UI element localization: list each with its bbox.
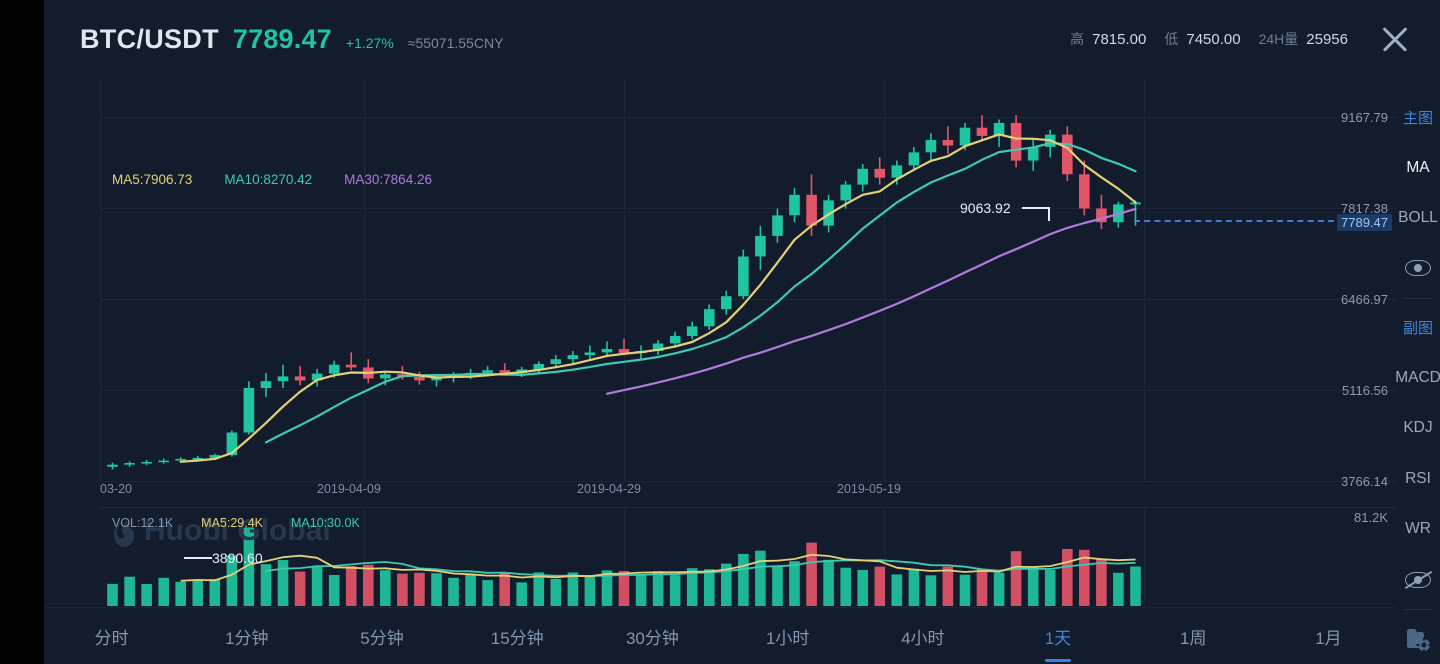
vol-ma5-legend: MA5:29.4K (201, 516, 263, 530)
gridline-price-5 (100, 481, 1396, 482)
gridline-vol-1 (364, 507, 365, 607)
date-axis: 03-20 2019-04-09 2019-04-29 2019-05-19 (44, 482, 1340, 506)
sidebar-item-kdj[interactable]: KDJ (1403, 419, 1433, 437)
period-high-tick (1048, 207, 1050, 221)
watermark-text: Huobi Global (144, 514, 331, 547)
cny-approx: ≈55071.55CNY (407, 34, 504, 51)
last-price: 7789.47 (232, 23, 332, 54)
period-high-label: 9063.92 (960, 200, 1011, 216)
date-tick-4: 2019-05-19 (837, 482, 901, 496)
header-stats: 高 7815.00 低 7450.00 24H量 25956 (1070, 20, 1440, 58)
vol-ma10-legend: MA10:30.0K (291, 516, 360, 530)
gridline-price-2 (100, 208, 1396, 209)
timeframe-tab-4[interactable]: 30分钟 (625, 628, 679, 648)
timeframe-bar: 分时 1分钟 5分钟 15分钟 30分钟 1小时 4小时 1天 1周 1月 (44, 608, 1396, 664)
huobi-watermark: Huobi Global (110, 514, 331, 548)
gridline-vol-3 (884, 507, 885, 607)
sidebar-divider-2 (1403, 608, 1433, 610)
gridline-vol-4 (1144, 507, 1145, 607)
timeframe-tab-9[interactable]: 1月 (1315, 628, 1342, 648)
gridline-date-1 (100, 78, 101, 481)
gridline-vol-2 (624, 507, 625, 607)
timeframe-tab-3[interactable]: 15分钟 (490, 628, 544, 648)
price-tick-4: 5116.56 (1341, 383, 1388, 398)
date-tick-3: 2019-04-29 (577, 482, 641, 496)
sidebar-group-main-label: 主图 (1402, 109, 1433, 127)
current-price-line (1134, 220, 1334, 222)
flame-icon (114, 515, 134, 547)
volume-axis-max: 81.2K (1354, 510, 1388, 525)
sidebar-group-sub-label: 副图 (1402, 320, 1433, 338)
date-tick-2: 2019-04-09 (317, 482, 381, 496)
chart-settings-glyph (1407, 628, 1431, 651)
timeframe-tab-6[interactable]: 4小时 (901, 628, 945, 648)
stat-low: 低 7450.00 (1164, 29, 1240, 49)
gridline-date-3 (624, 78, 625, 481)
stat-low-label: 低 (1164, 31, 1179, 47)
chart-settings-icon[interactable] (1396, 614, 1440, 664)
eye-icon[interactable] (1396, 243, 1440, 293)
gridline-date-4 (884, 78, 885, 481)
sidebar-item-boll[interactable]: BOLL (1398, 208, 1438, 226)
stat-volume-24h: 24H量 25956 (1259, 29, 1348, 49)
candlestick-plot (107, 115, 1141, 606)
timeframe-separator (44, 607, 1396, 608)
timeframe-tab-0[interactable]: 分时 (94, 628, 129, 648)
price-tick-2: 7817.38 (1341, 201, 1388, 216)
page-title: BTC/USDT (80, 23, 219, 54)
stat-high: 高 7815.00 (1070, 29, 1146, 49)
sidebar-item-wr[interactable]: WR (1405, 520, 1431, 538)
timeframe-tab-5[interactable]: 1小时 (765, 628, 810, 648)
stat-volume-label: 24H量 (1258, 31, 1299, 47)
stat-high-label: 高 (1070, 31, 1085, 47)
change-percent: +1.27% (345, 34, 394, 51)
timeframe-tab-8[interactable]: 1周 (1179, 628, 1207, 648)
period-low-label: 3890.60 (212, 550, 263, 566)
date-tick-1: 03-20 (100, 482, 132, 496)
header-left: BTC/USDT 7789.47 +1.27% ≈55071.55CNY (44, 24, 503, 55)
stat-high-value: 7815.00 (1092, 31, 1147, 48)
ma30-legend: MA30:7864.26 (344, 172, 432, 187)
stat-low-value: 7450.00 (1186, 31, 1241, 48)
volume-legend: VOL:12.1K MA5:29.4K MA10:30.0K (112, 516, 360, 530)
current-price-badge: 7789.47 (1337, 214, 1392, 231)
timeframe-tab-1[interactable]: 1分钟 (225, 628, 269, 648)
timeframe-tab-2[interactable]: 5分钟 (360, 628, 404, 648)
chart-stage: BTC/USDT 7789.47 +1.27% ≈55071.55CNY 高 7… (44, 0, 1440, 664)
indicator-sidebar: 主图 MA BOLL 副图 MACD KDJ RSI WR (1395, 78, 1440, 664)
price-axis: 9167.79 7817.38 6466.97 5116.56 3766.14 … (1300, 78, 1396, 608)
left-gutter (0, 0, 44, 664)
header-bar: BTC/USDT 7789.47 +1.27% ≈55071.55CNY 高 7… (44, 0, 1440, 78)
sidebar-item-macd[interactable]: MACD (1395, 369, 1440, 387)
vol-legend: VOL:12.1K (112, 516, 174, 530)
timeframe-tab-7[interactable]: 1天 (990, 608, 1125, 664)
sidebar-divider-1 (1403, 297, 1433, 299)
chart-area[interactable]: Huobi Global MA5:7906.73 MA10:8270.42 MA… (44, 78, 1396, 608)
gridline-price-1 (100, 117, 1396, 118)
ma-legend: MA5:7906.73 MA10:8270.42 MA30:7864.26 (112, 172, 432, 187)
ma5-legend: MA5:7906.73 (112, 172, 193, 187)
ma10-legend: MA10:8270.42 (224, 172, 313, 187)
price-tick-3: 6466.97 (1341, 292, 1388, 307)
price-tick-1: 9167.79 (1341, 110, 1388, 125)
eye-off-icon[interactable] (1396, 554, 1440, 604)
sidebar-item-ma[interactable]: MA (1406, 158, 1430, 176)
period-high-leader (1022, 207, 1050, 209)
price-tick-5: 3766.14 (1341, 474, 1388, 489)
gridline-panel-split (100, 507, 1396, 508)
gridline-date-2 (364, 78, 365, 481)
gridline-date-5 (1144, 78, 1145, 481)
close-icon[interactable] (1376, 20, 1414, 58)
eye-off-glyph (1404, 570, 1433, 589)
gridline-price-4 (100, 390, 1396, 391)
eye-glyph (1405, 260, 1431, 277)
stat-volume-value: 25956 (1306, 31, 1348, 48)
sidebar-item-rsi[interactable]: RSI (1405, 469, 1431, 487)
period-low-leader (184, 557, 212, 559)
